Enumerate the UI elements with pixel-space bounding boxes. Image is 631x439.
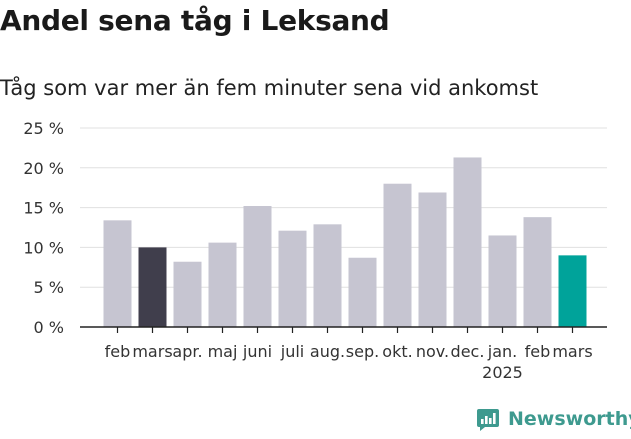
bar-9	[383, 183, 412, 327]
x-tick-label: okt.	[382, 342, 412, 361]
x-tick-label: nov.	[416, 342, 449, 361]
bar-3	[173, 261, 202, 327]
y-tick-label: 10 %	[23, 238, 64, 257]
bar-8	[348, 257, 377, 327]
newsworthy-logo-icon	[477, 409, 499, 431]
bars	[103, 157, 587, 327]
x-tick-label: juni	[242, 342, 272, 361]
bar-10	[418, 192, 447, 327]
bar-7	[313, 224, 342, 327]
bar-5	[243, 206, 272, 327]
x-tick-label: feb	[525, 342, 551, 361]
x-tick-label: mars	[132, 342, 172, 361]
bar-4	[208, 242, 237, 327]
x-tick-label: mars	[552, 342, 592, 361]
y-tick-label: 5 %	[34, 278, 64, 297]
bar-6	[278, 230, 307, 327]
newsworthy-brand-name: Newsworthy	[508, 408, 631, 430]
x-tick-label: juli	[280, 342, 304, 361]
bar-chart: 0 %5 %10 %15 %20 %25 % feb mars apr. maj jun…	[23, 119, 607, 382]
x-tick-label: jan.	[487, 342, 517, 361]
chart-subtitle: Tåg som var mer än fem minuter sena vid …	[0, 76, 539, 100]
y-axis-tick-labels: 0 % 5 % 10 % 15 % 20 % 25 %	[23, 119, 64, 337]
x-tick-label: aug.	[310, 342, 345, 361]
grid-lines	[80, 127, 607, 288]
bar-1	[103, 220, 132, 327]
x-tick-label: apr.	[172, 342, 202, 361]
bar-13	[523, 217, 552, 327]
bar-12	[488, 235, 517, 327]
bar-11	[453, 157, 482, 327]
y-tick-label: 20 %	[23, 159, 64, 178]
chart-title: Andel sena tåg i Leksand	[0, 4, 390, 37]
x-tick-label: feb	[105, 342, 131, 361]
x-tick-label: sep.	[346, 342, 379, 361]
newsworthy-logo: Newsworthy	[476, 407, 631, 431]
bar-2	[138, 247, 167, 327]
y-tick-label: 15 %	[23, 199, 64, 218]
y-tick-label: 25 %	[23, 119, 64, 138]
bar-14	[558, 255, 587, 327]
x-tick-label: maj	[208, 342, 238, 361]
x-axis	[80, 326, 607, 333]
x-year-label: 2025	[482, 363, 523, 382]
x-tick-label: dec.	[451, 342, 485, 361]
y-tick-label: 0 %	[34, 318, 64, 337]
x-axis-tick-labels: feb mars apr. maj juni juli aug. sep. okt. nov. de…	[105, 342, 593, 382]
